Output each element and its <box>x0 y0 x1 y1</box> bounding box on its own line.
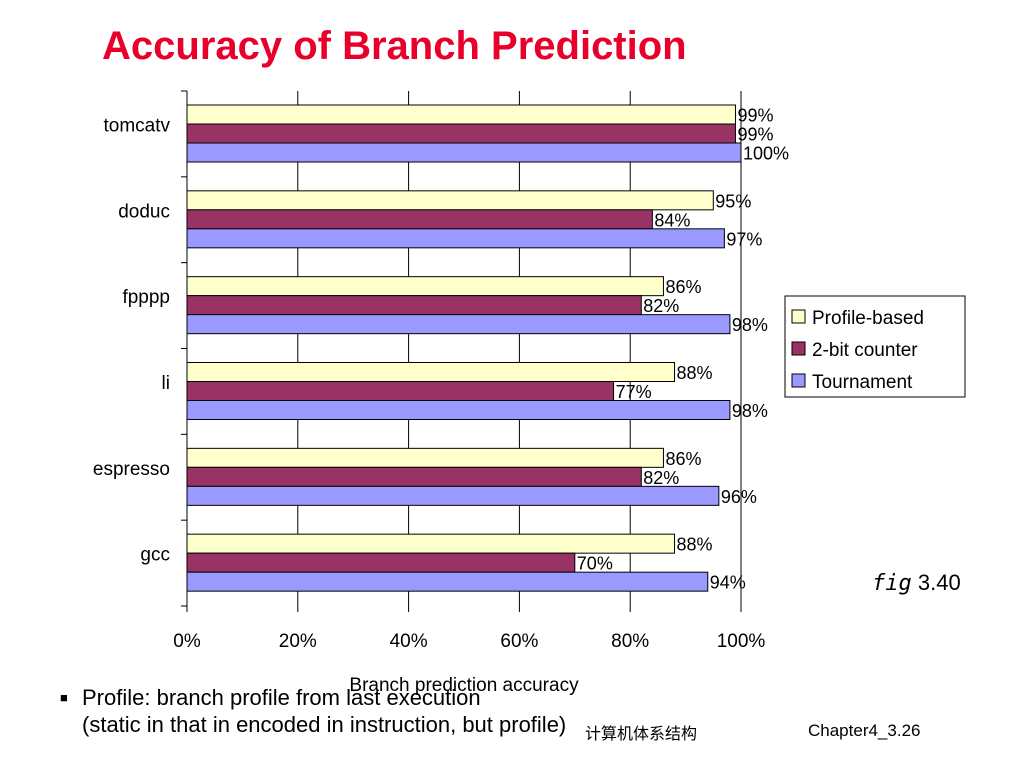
bars <box>186 104 742 592</box>
category-label: espresso <box>93 459 170 480</box>
legend-swatch <box>791 341 806 356</box>
slide-title: Accuracy of Branch Prediction <box>102 24 687 68</box>
bar <box>186 314 731 335</box>
x-tick-label: 80% <box>611 631 649 652</box>
data-label: 82% <box>643 296 679 316</box>
legend-label: Profile-based <box>812 308 924 329</box>
axes <box>181 90 742 612</box>
x-tick-label: 100% <box>717 631 766 652</box>
bullet-line-1: Profile: branch profile from last execut… <box>82 685 481 710</box>
x-tick-label: 20% <box>279 631 317 652</box>
legend-label: Tournament <box>812 372 913 393</box>
category-label: doduc <box>118 201 170 222</box>
bar <box>186 104 736 125</box>
figure-word: fig <box>872 571 912 596</box>
bar <box>186 142 742 163</box>
data-label: 94% <box>710 573 746 593</box>
data-label: 98% <box>732 401 768 421</box>
gridlines <box>297 91 742 606</box>
data-label: 96% <box>721 487 757 507</box>
x-tick-label: 0% <box>173 631 201 652</box>
data-label: 88% <box>677 363 713 383</box>
bar <box>186 362 676 382</box>
category-label: tomcatv <box>103 116 170 137</box>
data-label: 95% <box>715 191 751 211</box>
labels: 0% 20% 40% 60% 80% 100%99%99%100%tomcatv95%84… <box>93 106 789 697</box>
data-label: 86% <box>665 449 701 469</box>
bar <box>186 295 642 316</box>
data-label: 99% <box>737 106 773 126</box>
footer-course: 计算机体系结构 <box>585 726 698 743</box>
bar <box>186 571 709 592</box>
data-label: 97% <box>726 229 762 249</box>
x-tick-label: 40% <box>390 631 428 652</box>
bar <box>186 400 731 420</box>
bar <box>186 228 725 249</box>
bar <box>186 123 736 144</box>
category-label: gcc <box>140 545 170 566</box>
data-label: 99% <box>737 125 773 145</box>
data-label: 70% <box>577 554 613 574</box>
bar <box>186 485 720 506</box>
data-label: 88% <box>677 535 713 555</box>
bar <box>186 276 664 297</box>
bar <box>186 552 576 573</box>
data-label: 77% <box>616 382 652 402</box>
data-label: 84% <box>654 210 690 230</box>
legend-label: 2-bit counter <box>812 340 918 361</box>
footer-chapter: Chapter4_3.26 <box>808 721 921 740</box>
data-label: 100% <box>743 144 789 164</box>
bar <box>186 466 642 487</box>
data-label: 86% <box>665 277 701 297</box>
figure-number: 3.40 <box>917 570 961 595</box>
data-label: 98% <box>732 315 768 335</box>
x-axis-title: Branch prediction accuracy <box>349 675 579 696</box>
x-tick-label: 60% <box>500 631 538 652</box>
bar <box>186 381 615 401</box>
bar <box>186 209 653 230</box>
bullet-marker: ■ <box>60 690 68 705</box>
legend-swatch <box>791 373 806 388</box>
bar <box>186 447 664 468</box>
legend-swatch <box>791 309 806 324</box>
bullet-line-2: (static in that in encoded in instructio… <box>82 712 567 737</box>
legend: Profile-based 2-bit counter Tournament <box>784 295 966 398</box>
bar <box>186 190 714 211</box>
bar <box>186 533 676 554</box>
category-label: li <box>162 373 170 394</box>
data-label: 82% <box>643 468 679 488</box>
figure-label: fig 3.40 <box>872 570 961 596</box>
category-label: fpppp <box>122 287 170 308</box>
legend-box <box>784 295 966 398</box>
bullet-text: ■ Profile: branch profile from last exec… <box>60 684 566 738</box>
